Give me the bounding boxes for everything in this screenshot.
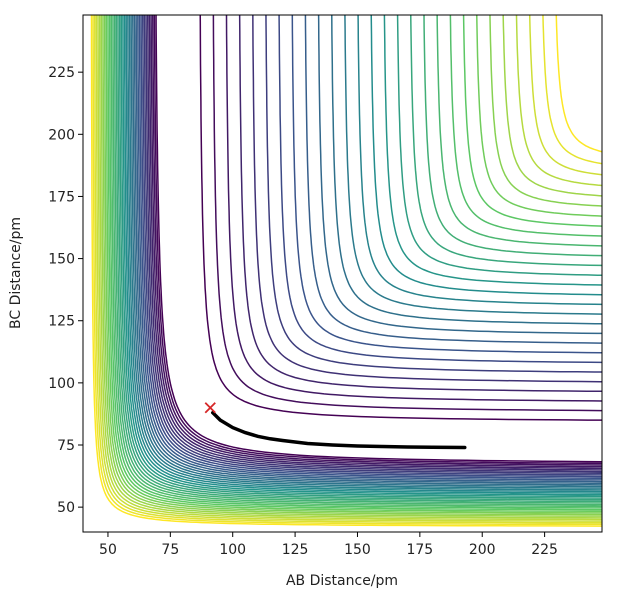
contour-line <box>151 0 628 465</box>
contour-line <box>447 0 628 240</box>
x-tick-label: 100 <box>219 542 246 558</box>
contour-line <box>97 0 628 520</box>
x-tick-label: 175 <box>406 542 433 558</box>
y-tick-label: 125 <box>48 314 75 330</box>
x-axis-label: AB Distance/pm <box>286 573 398 589</box>
contour-line <box>119 0 628 497</box>
contour-line <box>102 0 628 515</box>
contour-line <box>474 0 628 221</box>
contour-line <box>150 0 628 466</box>
contour-line <box>382 0 628 288</box>
y-tick-label: 100 <box>48 376 75 392</box>
contour-line <box>131 0 628 486</box>
y-tick-label: 175 <box>48 189 75 205</box>
contour-line <box>500 0 628 202</box>
contour-line <box>552 0 628 163</box>
y-axis-label: BC Distance/pm <box>8 217 24 329</box>
x-tick-label: 150 <box>344 542 371 558</box>
contour-line <box>539 0 628 173</box>
contour-line <box>369 0 628 297</box>
y-tick-label: 225 <box>48 65 75 81</box>
x-tick-label: 125 <box>282 542 309 558</box>
y-tick-label: 200 <box>48 127 75 143</box>
y-tick-label: 50 <box>57 500 75 516</box>
contour-line <box>153 0 628 463</box>
contour-line <box>250 0 628 383</box>
contour-line <box>118 0 628 499</box>
x-tick-label: 50 <box>99 542 117 558</box>
y-tick-label: 150 <box>48 252 75 268</box>
contour-line <box>121 0 628 496</box>
x-tick-label: 200 <box>469 542 496 558</box>
x-tick-label: 225 <box>531 542 558 558</box>
start-marker <box>205 403 215 413</box>
y-tick-label: 75 <box>57 438 75 454</box>
contour-line <box>526 0 628 182</box>
contour-line <box>124 0 628 492</box>
contour-line <box>224 0 628 402</box>
contour-line <box>303 0 628 345</box>
x-tick-label: 75 <box>161 542 179 558</box>
contour-line <box>103 0 628 513</box>
